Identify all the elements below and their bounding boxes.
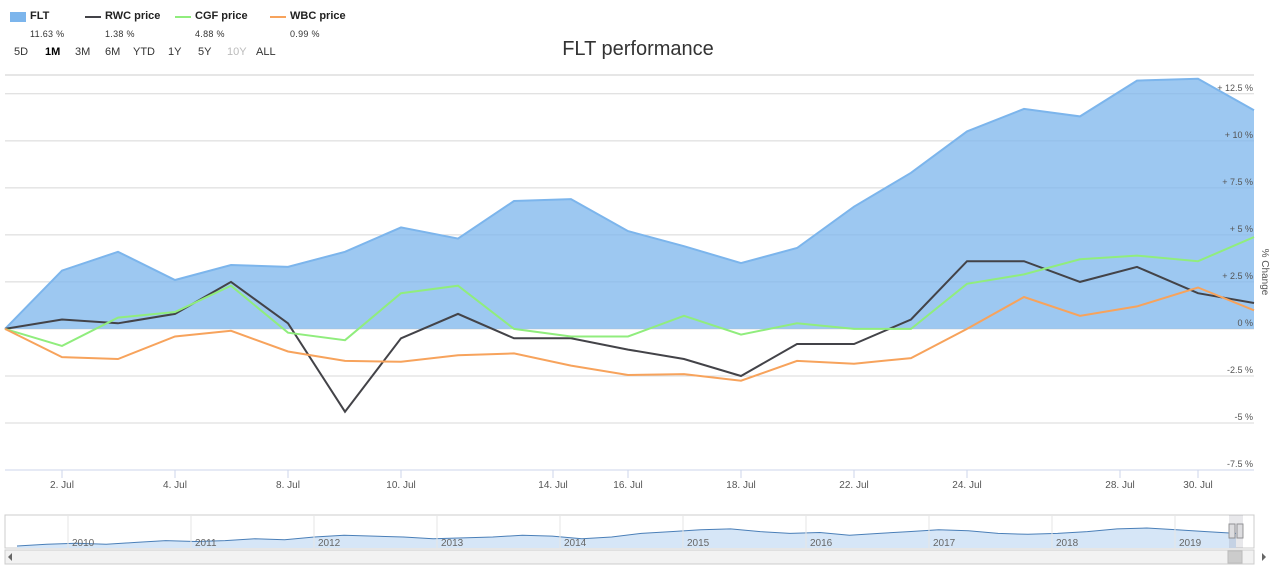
range-button-1m[interactable]: 1M [45,46,61,58]
series-area-flt [5,78,1254,329]
range-button-3m[interactable]: 3M [75,46,91,58]
series-line-flt [4,77,1255,330]
x-tick-label: 4. Jul [163,480,187,491]
legend-symbol [85,16,101,18]
x-tick-label: 2. Jul [50,480,74,491]
navigator-year-label: 2014 [564,538,587,549]
legend-symbol [10,12,26,22]
x-tick-label: 18. Jul [726,480,755,491]
navigator-year-label: 2010 [72,538,95,549]
range-button-ytd[interactable]: YTD [133,46,155,58]
x-tick-label: 30. Jul [1183,480,1212,491]
navigator-year-label: 2017 [933,538,956,549]
navigator-year-label: 2015 [687,538,710,549]
navigator-handle-right[interactable] [1236,523,1244,539]
x-tick-label: 22. Jul [839,480,868,491]
navigator-year-label: 2011 [195,538,217,549]
x-tick-label: 8. Jul [276,480,300,491]
y-axis-title: % Change [1259,249,1270,296]
navigator-selection [1229,515,1243,548]
range-button-all[interactable]: ALL [256,46,276,58]
range-button-10y: 10Y [227,46,247,58]
y-axis-labels: + 12.5 % + 10 % + 7.5 % + 5 % + 2.5 % 0 % -2.5… [1217,83,1253,469]
legend-symbol [175,16,191,18]
legend-symbol [270,16,286,18]
legend-value: 11.63 % [30,29,65,39]
navigator-year-label: 2013 [441,538,464,549]
y-tick-label: + 7.5 % [1222,177,1253,187]
scroll-right-arrow-icon[interactable] [1262,553,1266,561]
range-button-6m[interactable]: 6M [105,46,121,58]
navigator-line [16,527,1237,547]
legend-name: CGF price [195,10,248,22]
chart-title: FLT performance [562,38,714,60]
series-line-rwc-price [4,260,1255,414]
x-tick-label: 28. Jul [1105,480,1134,491]
y-tick-label: -2.5 % [1227,365,1253,375]
y-tick-label: + 12.5 % [1217,83,1253,93]
navigator[interactable]: 2010 2011 2012 2013 2014 2015 2016 2017 2018 2019 [4,514,1266,565]
range-button-5y[interactable]: 5Y [198,46,212,58]
navigator-year-label: 2016 [810,538,833,549]
y-tick-label: + 10 % [1225,130,1253,140]
legend-name: FLT [30,10,50,22]
x-tick-label: 10. Jul [386,480,415,491]
scrollbar-track [4,549,1255,565]
legend-value: 4.88 % [195,29,225,39]
series-line-cgf-price [4,236,1255,347]
navigator-year-label: 2018 [1056,538,1079,549]
scrollbar-thumb[interactable] [1227,550,1243,564]
scroll-left-arrow-icon[interactable] [8,553,12,561]
navigator-year-label: 2019 [1179,538,1202,549]
legend-name: WBC price [290,10,346,22]
series-group [4,77,1255,414]
legend-value: 0.99 % [290,29,320,39]
navigator-handle-left[interactable] [1228,523,1236,539]
x-tick-label: 16. Jul [613,480,642,491]
y-tick-label: -7.5 % [1227,459,1253,469]
legend-name: RWC price [105,10,161,22]
x-tick-label: 24. Jul [952,480,981,491]
series-line-wbc-price [4,286,1255,382]
navigator-year-label: 2012 [318,538,341,549]
range-button-1y[interactable]: 1Y [168,46,182,58]
y-tick-label: + 5 % [1230,224,1253,234]
y-tick-label: 0 % [1237,318,1253,328]
x-axis: 2. Jul 4. Jul 8. Jul 10. Jul 14. Jul 16. Jul 1… [5,469,1254,491]
y-tick-label: + 2.5 % [1222,271,1253,281]
range-button-5d[interactable]: 5D [14,46,29,58]
navigator-area [17,528,1236,548]
y-tick-label: -5 % [1234,412,1253,422]
x-tick-label: 14. Jul [538,480,567,491]
legend-value: 1.38 % [105,29,135,39]
